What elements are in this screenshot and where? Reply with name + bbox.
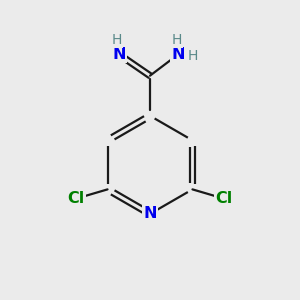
Text: N: N xyxy=(172,47,185,62)
Text: N: N xyxy=(112,47,125,62)
Text: Cl: Cl xyxy=(216,191,233,206)
Text: Cl: Cl xyxy=(67,191,84,206)
Text: H: H xyxy=(112,33,122,47)
Text: H: H xyxy=(172,33,182,47)
Text: H: H xyxy=(187,49,198,63)
Text: N: N xyxy=(143,206,157,221)
